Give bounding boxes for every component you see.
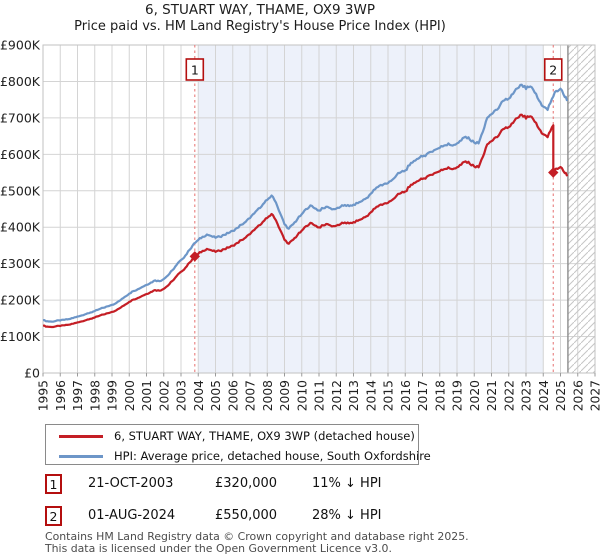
legend-label-hpi: HPI: Average price, detached house, Sout… bbox=[114, 449, 431, 463]
chart-title: 6, STUART WAY, THAME, OX9 3WP bbox=[144, 2, 376, 18]
y-axis-tick-label: £300K bbox=[0, 256, 41, 271]
x-axis-tick-label: 2007 bbox=[244, 380, 258, 411]
sale-2-hpi-delta: 28% ↓ HPI bbox=[312, 508, 382, 523]
x-axis-tick-label: 2022 bbox=[502, 380, 516, 411]
y-axis-tick-label: £200K bbox=[0, 293, 41, 308]
x-axis-tick-label: 2023 bbox=[520, 380, 534, 411]
x-axis-tick-label: 2024 bbox=[537, 380, 551, 411]
x-axis-tick-label: 2003 bbox=[175, 380, 189, 411]
transaction-row-2: 2 01-AUG-2024 £550,000 28% ↓ HPI bbox=[45, 506, 575, 528]
hpi-line bbox=[42, 83, 569, 323]
y-axis-tick-label: £800K bbox=[0, 74, 41, 89]
attribution-line-2: This data is licensed under the Open Gov… bbox=[45, 541, 392, 555]
chart-subtitle: Price paid vs. HM Land Registry's House … bbox=[74, 19, 446, 34]
x-axis-tick-label: 1999 bbox=[106, 380, 120, 411]
legend-label-price: 6, STUART WAY, THAME, OX9 3WP (detached … bbox=[114, 429, 415, 443]
sale-marker-number: 2 bbox=[549, 63, 557, 78]
legend-row-hpi: HPI: Average price, detached house, Sout… bbox=[46, 447, 431, 465]
x-axis-tick-label: 2020 bbox=[468, 380, 482, 411]
x-axis-tick-label: 2000 bbox=[123, 380, 137, 411]
x-axis-tick-label: 2025 bbox=[554, 380, 568, 411]
price-history-chart: 1 2 £0 £100K £200K £300K £400K £500K £600K £700K £… bbox=[0, 38, 600, 412]
sale-marker-number-box bbox=[185, 58, 205, 81]
x-axis-tick-label: 2004 bbox=[192, 380, 206, 411]
x-axis-tick-label: 2005 bbox=[209, 380, 223, 411]
footer-attribution: Contains HM Land Registry data © Crown c… bbox=[45, 531, 469, 554]
x-axis-tick-label: 1995 bbox=[37, 380, 51, 411]
sale-2-number-box: 2 bbox=[45, 506, 62, 526]
sale-diamond-marker bbox=[189, 251, 200, 262]
x-axis-tick-label: 1998 bbox=[88, 380, 102, 411]
sale-2-price: £550,000 bbox=[215, 508, 278, 523]
price-line-swatch bbox=[59, 435, 103, 438]
chart-legend: 6, STUART WAY, THAME, OX9 3WP (detached … bbox=[45, 424, 431, 465]
attribution-line-1: Contains HM Land Registry data © Crown c… bbox=[45, 530, 469, 543]
legend-row-price: 6, STUART WAY, THAME, OX9 3WP (detached … bbox=[46, 427, 418, 445]
sale-1-hpi-delta: 11% ↓ HPI bbox=[312, 476, 382, 491]
x-axis-tick-label: 2011 bbox=[313, 380, 327, 411]
y-axis-tick-label: £0 bbox=[24, 366, 40, 381]
y-axis-tick-label: £100K bbox=[0, 329, 41, 344]
x-axis-tick-label: 2027 bbox=[589, 380, 600, 411]
x-axis-tick-label: 2009 bbox=[278, 380, 292, 411]
hpi-line-swatch bbox=[59, 455, 103, 458]
x-axis-tick-label: 1997 bbox=[71, 380, 85, 411]
x-axis-tick-label: 1996 bbox=[54, 380, 68, 411]
x-axis-tick-label: 2017 bbox=[416, 380, 430, 411]
future-hatch-region bbox=[567, 45, 595, 373]
x-axis-tick-label: 2019 bbox=[451, 380, 465, 411]
x-axis-tick-label: 2012 bbox=[330, 380, 344, 411]
x-axis-tick-label: 2015 bbox=[382, 380, 396, 411]
sale-marker-number-box bbox=[543, 58, 563, 81]
sale-2-date: 01-AUG-2024 bbox=[88, 508, 176, 523]
sale-diamond-marker bbox=[548, 167, 559, 178]
x-axis-tick-label: 2026 bbox=[571, 380, 585, 411]
x-axis-tick-label: 2001 bbox=[140, 380, 154, 411]
x-axis-tick-label: 2014 bbox=[364, 380, 378, 411]
x-axis-tick-label: 2018 bbox=[433, 380, 447, 411]
y-axis-tick-label: £900K bbox=[0, 38, 41, 53]
sale-marker-number: 1 bbox=[191, 63, 199, 78]
sale-1-number-box: 1 bbox=[45, 474, 62, 494]
x-axis-tick-label: 2021 bbox=[485, 380, 499, 411]
transaction-row-1: 1 21-OCT-2003 £320,000 11% ↓ HPI bbox=[45, 474, 575, 496]
x-axis-tick-label: 2002 bbox=[157, 380, 171, 411]
y-axis-tick-label: £600K bbox=[0, 147, 41, 162]
y-axis-tick-label: £400K bbox=[0, 220, 41, 235]
y-axis-tick-label: £500K bbox=[0, 183, 41, 198]
x-axis-tick-label: 2008 bbox=[261, 380, 275, 411]
price-paid-line bbox=[42, 113, 569, 329]
x-axis-tick-label: 2010 bbox=[295, 380, 309, 411]
sale-1-price: £320,000 bbox=[215, 476, 278, 491]
x-axis-tick-label: 2016 bbox=[399, 380, 413, 411]
sale-1-date: 21-OCT-2003 bbox=[88, 476, 174, 491]
x-axis-tick-label: 2006 bbox=[226, 380, 240, 411]
y-axis-tick-label: £700K bbox=[0, 110, 41, 125]
x-axis-tick-label: 2013 bbox=[347, 380, 361, 411]
